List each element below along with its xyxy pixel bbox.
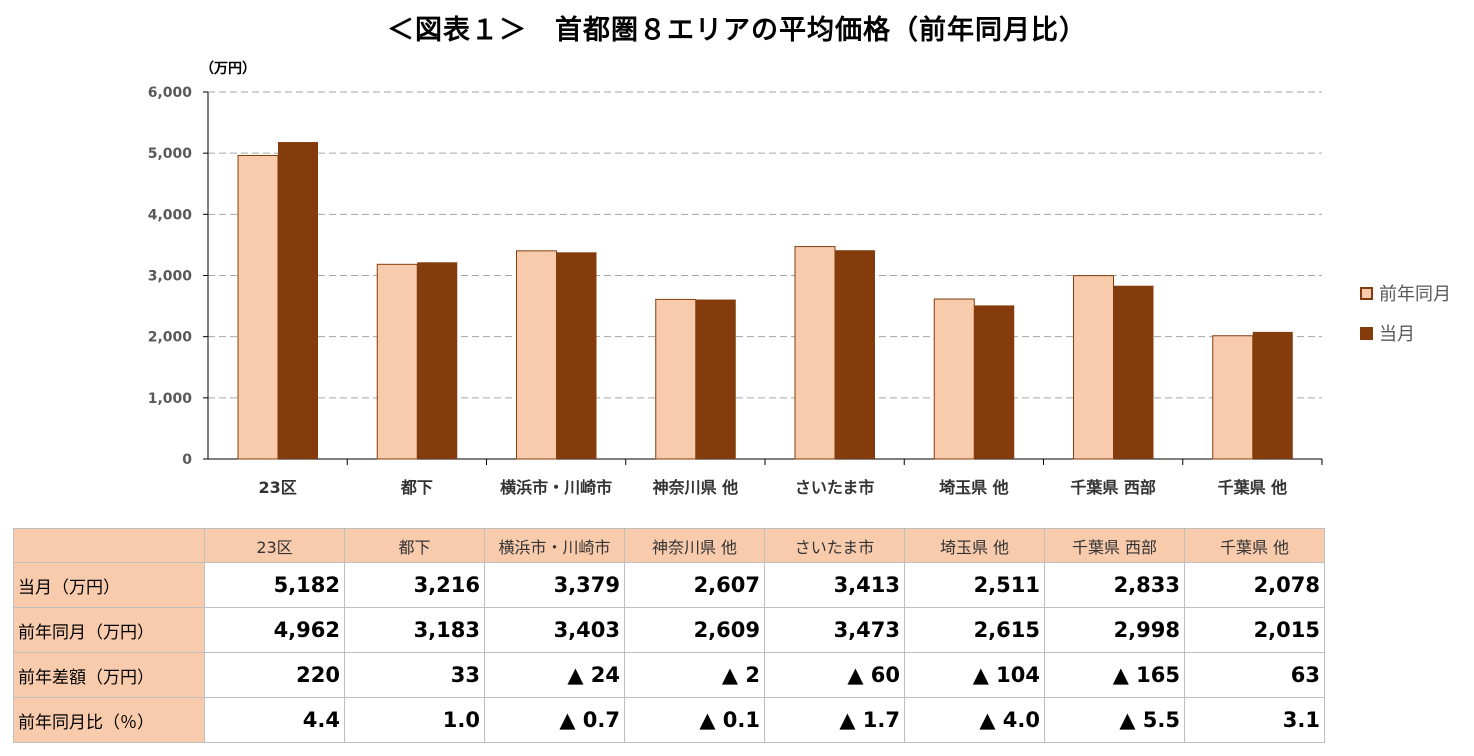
bar-previous-year [933, 298, 975, 460]
bar-current [278, 142, 318, 459]
bar-current [974, 305, 1015, 459]
bar-previous-year [1212, 335, 1254, 460]
x-tick-label: 横浜市・川崎市 [500, 478, 612, 497]
row-label: 前年同月比（％） [13, 697, 205, 743]
table-cell: 1.0 [344, 697, 485, 743]
table-cell: 3,379 [484, 562, 625, 608]
x-tick-label: 埼玉県 他 [939, 478, 1009, 497]
table-cell: 3,183 [344, 607, 485, 653]
column-header: 神奈川県 他 [624, 528, 765, 563]
table-cell: 3,216 [344, 562, 485, 608]
bar-current [417, 262, 458, 459]
y-tick-label: 6,000 [148, 85, 193, 101]
legend-swatch-current [1360, 326, 1373, 340]
y-tick-label: 3,000 [148, 269, 193, 285]
y-tick-label: 5,000 [148, 146, 193, 162]
table-cell: ▲ 0.7 [484, 697, 625, 743]
table-cell: 2,607 [624, 562, 765, 608]
x-tick-label: 都下 [400, 478, 433, 497]
x-tick-label: 神奈川県 他 [653, 478, 739, 497]
bar-current [556, 252, 597, 459]
y-axis-unit: （万円） [200, 61, 256, 77]
bar-previous-year [376, 263, 418, 460]
table-row: 前年同月（万円） 4,962 3,183 3,403 2,609 3,473 2,615 2,… [13, 607, 1325, 653]
table-cell: ▲ 2 [624, 652, 765, 698]
table-cell: ▲ 1.7 [764, 697, 905, 743]
x-tick-label: 千葉県 西部 [1070, 478, 1156, 497]
table-cell: 3.1 [1184, 697, 1325, 743]
table-cell: ▲ 5.5 [1044, 697, 1185, 743]
table-cell: ▲ 60 [764, 652, 905, 698]
y-tick-label: 0 [182, 452, 192, 468]
bar-previous-year [655, 298, 697, 460]
legend-item-current: 当月 [1360, 320, 1415, 346]
table-row: 前年差額（万円） 220 33 ▲ 24 ▲ 2 ▲ 60 ▲ 104 ▲ 165 63 [13, 652, 1325, 698]
column-header: 千葉県 西部 [1044, 528, 1185, 563]
table-cell: ▲ 24 [484, 652, 625, 698]
bar-previous-year [237, 154, 279, 460]
x-tick-label: 千葉県 他 [1218, 478, 1288, 497]
table-corner [13, 528, 205, 563]
bar-current [1252, 331, 1293, 459]
table-cell: ▲ 165 [1044, 652, 1185, 698]
table-cell: 220 [204, 652, 345, 698]
table-cell: ▲ 104 [904, 652, 1045, 698]
table-cell: 2,615 [904, 607, 1045, 653]
data-table: 23区 都下 横浜市・川崎市 神奈川県 他 さいたま市 埼玉県 他 千葉県 西部… [13, 528, 1325, 743]
x-tick-label: さいたま市 [795, 478, 875, 497]
table-cell: 2,511 [904, 562, 1045, 608]
legend-item-previous: 前年同月 [1360, 280, 1451, 306]
table-cell: 2,998 [1044, 607, 1185, 653]
table-cell: 2,833 [1044, 562, 1185, 608]
bar-current [835, 250, 875, 459]
table-cell: 2,609 [624, 607, 765, 653]
x-tick-label: 23区 [258, 478, 296, 497]
bar-previous-year [516, 250, 557, 460]
table-cell: 63 [1184, 652, 1325, 698]
bar-chart: 0 1,000 2,000 3,000 4,000 5,000 6,000 23区 都下 横浜市・… [148, 85, 1323, 497]
table-cell: 4,962 [204, 607, 345, 653]
table-cell: 3,403 [484, 607, 625, 653]
bar-current [1113, 285, 1154, 459]
row-label: 前年差額（万円） [13, 652, 205, 698]
column-header: 都下 [344, 528, 485, 563]
column-header: 23区 [204, 528, 345, 563]
table-cell: 3,473 [764, 607, 905, 653]
legend-label: 前年同月 [1379, 284, 1451, 305]
table-header-row: 23区 都下 横浜市・川崎市 神奈川県 他 さいたま市 埼玉県 他 千葉県 西部… [13, 528, 1325, 563]
chart-title: ＜図表１＞ 首都圏８エリアの平均価格（前年同月比） [387, 15, 1087, 46]
table-cell: ▲ 0.1 [624, 697, 765, 743]
y-tick-label: 1,000 [148, 391, 193, 407]
column-header: 埼玉県 他 [904, 528, 1045, 563]
column-header: さいたま市 [764, 528, 905, 563]
table-cell: 2,078 [1184, 562, 1325, 608]
row-label: 当月（万円） [13, 562, 205, 608]
table-row: 前年同月比（％） 4.4 1.0 ▲ 0.7 ▲ 0.1 ▲ 1.7 ▲ 4.0 ▲ 5.5 3… [13, 697, 1325, 743]
bar-previous-year [794, 246, 836, 460]
table-cell: 33 [344, 652, 485, 698]
row-label: 前年同月（万円） [13, 607, 205, 653]
column-header: 千葉県 他 [1184, 528, 1325, 563]
bar-current [695, 299, 736, 459]
y-tick-label: 2,000 [148, 330, 193, 346]
table-cell: 5,182 [204, 562, 345, 608]
table-cell: 3,413 [764, 562, 905, 608]
table-cell: 2,015 [1184, 607, 1325, 653]
legend-swatch-previous [1360, 286, 1373, 300]
table-cell: ▲ 4.0 [904, 697, 1045, 743]
table-row: 当月（万円） 5,182 3,216 3,379 2,607 3,413 2,511 2,83… [13, 562, 1325, 608]
bar-previous-year [1073, 275, 1114, 460]
column-header: 横浜市・川崎市 [484, 528, 625, 563]
legend-label: 当月 [1379, 324, 1415, 345]
y-tick-label: 4,000 [148, 207, 193, 223]
table-cell: 4.4 [204, 697, 345, 743]
